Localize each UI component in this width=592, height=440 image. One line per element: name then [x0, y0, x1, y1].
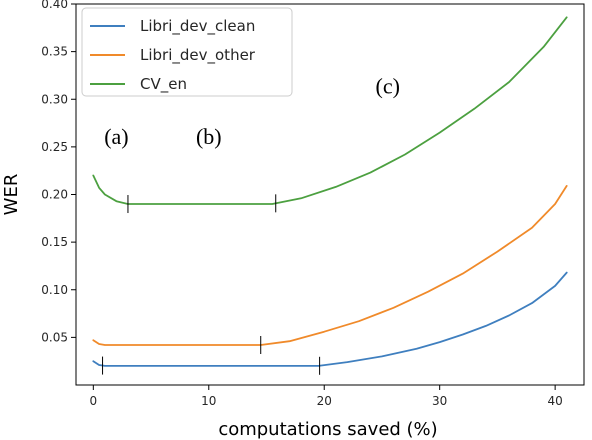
- y-tick-label: 0.15: [41, 235, 68, 249]
- annotations: (a) (b) (c): [104, 74, 400, 149]
- plot-layer: [92, 16, 568, 375]
- legend-box: [81, 7, 293, 97]
- y-tick-label: 0.25: [41, 140, 68, 154]
- series-line-cv-en: [92, 16, 568, 205]
- annotation-label: (a): [104, 124, 128, 149]
- y-tick-label: 0.05: [41, 330, 68, 344]
- y-tick-label: 0.30: [41, 92, 68, 106]
- y-axis-title: WER: [1, 174, 22, 216]
- series-line-libri-dev-other: [92, 184, 568, 346]
- y-tick-label: 0.35: [41, 45, 68, 59]
- series-line-libri-dev-clean: [92, 271, 568, 367]
- x-tick-label: 40: [547, 394, 562, 408]
- x-tick-label: 0: [89, 394, 97, 408]
- y-tick-label: 0.10: [41, 283, 68, 297]
- annotation-label: (b): [196, 124, 222, 149]
- legend-label: Libri_dev_other: [140, 46, 256, 65]
- annotation-label: (c): [376, 74, 400, 99]
- legend-label: Libri_dev_clean: [140, 17, 255, 36]
- legend-label: CV_en: [140, 75, 187, 94]
- x-axis-title: computations saved (%): [218, 419, 437, 440]
- y-tick-label: 0.20: [41, 188, 68, 202]
- x-tick-label: 30: [432, 394, 447, 408]
- legend: Libri_dev_clean Libri_dev_other CV_en: [81, 7, 293, 97]
- x-tick-label: 20: [317, 394, 332, 408]
- x-tick-label: 10: [201, 394, 216, 408]
- y-tick-label: 0.40: [41, 0, 68, 11]
